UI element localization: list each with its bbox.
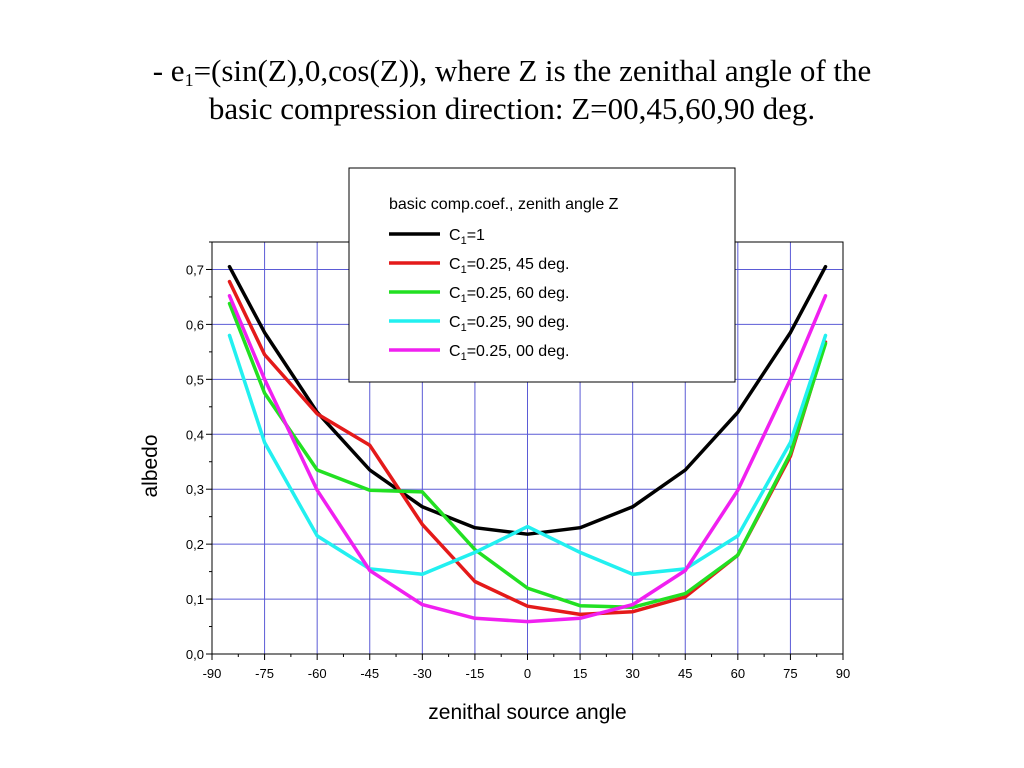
series-line-4 [227,333,828,577]
y-tick-label: 0,3 [186,482,204,497]
x-axis-title: zenithal source angle [428,701,626,724]
legend-title: basic comp.coef., zenith angle Z [389,196,619,213]
title-rest: =(sin(Z),0,cos(Z)), where Z is the zenit… [193,53,872,88]
y-tick-label: 0,0 [186,647,204,662]
legend-label-2: C1=0.25, 45 deg. [449,256,569,276]
legend-box [348,167,736,383]
x-tick-label: 60 [731,666,745,681]
x-tick-label: 45 [678,666,692,681]
legend: basic comp.coef., zenith angle Z C1=1 C1=… [348,167,736,383]
y-tick-label: 0,7 [186,262,204,277]
y-tick-label: 0,4 [186,427,204,442]
legend-label-1: C1=1 [449,227,485,247]
y-tick-label: 0,2 [186,537,204,552]
x-tick-label: -45 [360,666,379,681]
legend-label-5: C1=0.25, 00 deg. [449,343,569,363]
x-tick-label: 0 [524,666,531,681]
x-tick-label: 15 [573,666,587,681]
y-tick-label: 0,1 [186,592,204,607]
axis-ticks: -90 -75 -60 -45 -30 -15 0 15 30 45 60 75 90 0,0 0,1 0,2… [186,241,850,681]
series-line-3 [227,301,828,610]
legend-label-3: C1=0.25, 60 deg. [449,285,569,305]
series-line-5 [227,294,828,624]
title-prefix: - e [152,53,185,88]
x-tick-label: -15 [466,666,485,681]
y-tick-label: 0,6 [186,317,204,332]
y-tick-label: 0,5 [186,372,204,387]
x-tick-label: 30 [625,666,639,681]
series-lines [227,264,828,624]
x-tick-label: 75 [783,666,797,681]
slide-title-line-2: basic compression direction: Z=00,45,60,… [208,91,816,126]
x-tick-label: -60 [308,666,327,681]
x-tick-label: -90 [203,666,222,681]
x-tick-label: -30 [413,666,432,681]
legend-label-4: C1=0.25, 90 deg. [449,314,569,334]
title-subscript: 1 [184,70,194,90]
x-tick-label: 90 [836,666,850,681]
slide-title-line-1: - e1=(sin(Z),0,cos(Z)), where Z is the z… [0,52,1024,90]
slide-title: - e1=(sin(Z),0,cos(Z)), where Z is the z… [0,52,1024,128]
x-tick-label: -75 [255,666,274,681]
y-axis-title: albedo [139,434,162,497]
